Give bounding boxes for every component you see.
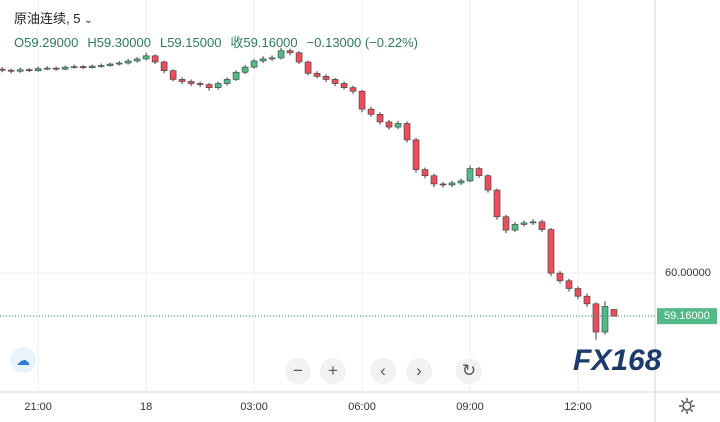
candle-body (367, 108, 375, 115)
scroll-right-button[interactable]: › (406, 358, 432, 384)
candle-body (448, 182, 456, 186)
candle-body (61, 66, 69, 70)
candle-body (592, 303, 600, 333)
candle-body (376, 113, 384, 123)
candle-body (133, 58, 141, 62)
candle-body (340, 83, 348, 88)
reset-button[interactable]: ↻ (456, 358, 482, 384)
candle-body (178, 79, 186, 82)
candle-body (322, 76, 330, 80)
legend: 原油连续, 5 ⌄ O59.29000 H59.30000 L59.15000 收59… (14, 8, 427, 54)
settings-icon[interactable] (679, 398, 695, 414)
candle-body (466, 168, 474, 182)
candle-body (304, 61, 312, 74)
x-tick-label: 09:00 (456, 401, 484, 413)
symbol-row[interactable]: 原油连续, 5 ⌄ (14, 11, 93, 26)
ohlc-row: O59.29000 H59.30000 L59.15000 收59.16000 −0.1… (14, 32, 427, 54)
candle-body (547, 229, 555, 274)
candle-body (502, 216, 510, 231)
candle-body (196, 83, 204, 85)
low-label: L59.15000 (159, 35, 222, 50)
chart-type-button[interactable]: ☁ (10, 347, 36, 373)
zoom-in-button[interactable]: + (320, 358, 346, 384)
candle-body (34, 68, 42, 72)
candle-body (349, 87, 357, 92)
candle-body (403, 123, 411, 141)
last-price-label: 59.16000 (664, 310, 710, 322)
candle-body (511, 224, 519, 231)
x-tick-label: 03:00 (240, 401, 268, 413)
candle-body (250, 60, 258, 68)
candle-body (421, 169, 429, 177)
open-label: O59.29000 (14, 35, 79, 50)
candle-body (529, 221, 537, 224)
candle-body (25, 69, 33, 72)
x-tick-label: 18 (140, 401, 152, 413)
candle-body (232, 71, 240, 80)
candle-body (187, 81, 195, 84)
high-label: H59.30000 (87, 35, 151, 50)
candle-body (0, 68, 6, 71)
candle-body (43, 67, 51, 70)
candle-body (97, 65, 105, 67)
scroll-left-button[interactable]: ‹ (370, 358, 396, 384)
candle-body (457, 180, 465, 184)
candle-body (241, 66, 249, 73)
candle-body (493, 189, 501, 218)
candle-body (115, 62, 123, 65)
candle-body (16, 69, 24, 72)
candle-body (52, 67, 60, 70)
candle-body (430, 175, 438, 185)
candle-body (205, 84, 213, 88)
candle-body (79, 66, 87, 68)
candle-body (412, 139, 420, 170)
candle-body (259, 58, 267, 62)
watermark: FX168 (573, 344, 662, 377)
x-tick-label: 21:00 (24, 401, 52, 413)
candle-body (313, 72, 321, 77)
candle-body (538, 221, 546, 230)
candle-body (70, 66, 78, 68)
y-tick-label: 60.00000 (665, 267, 711, 279)
candle-body (331, 79, 339, 84)
candle-body (151, 55, 159, 63)
candle-body (160, 61, 168, 72)
candle-body (439, 183, 447, 186)
candle-body (475, 168, 483, 177)
candle-body (286, 50, 294, 54)
candle-body (394, 123, 402, 128)
candle-body (385, 121, 393, 128)
candle-body (484, 175, 492, 191)
candle-body (601, 306, 609, 333)
candle-body (124, 60, 132, 64)
candle-body (610, 309, 618, 317)
x-tick-label: 12:00 (564, 401, 592, 413)
candle-body (556, 272, 564, 282)
candle-body (268, 57, 276, 60)
candle-body (574, 288, 582, 297)
candle-body (520, 222, 528, 225)
candle-body (7, 69, 15, 72)
x-tick-label: 06:00 (348, 401, 376, 413)
candle-body (223, 79, 231, 84)
candle-body (214, 83, 222, 88)
change-label: −0.13000 (−0.22%) (306, 35, 418, 50)
candle-body (565, 280, 573, 289)
symbol: 原油连续, 5 (14, 11, 81, 26)
candle-body (358, 90, 366, 110)
candle-body (142, 55, 150, 60)
last-price-tag (657, 308, 717, 325)
candle-body (106, 63, 114, 66)
close-label: 收59.16000 (230, 35, 298, 50)
candle-body (583, 295, 591, 305)
candle-body (88, 65, 96, 68)
candle-body (169, 70, 177, 80)
candle-body (277, 50, 285, 59)
zoom-out-button[interactable]: − (285, 358, 311, 384)
candle-body (295, 52, 303, 63)
